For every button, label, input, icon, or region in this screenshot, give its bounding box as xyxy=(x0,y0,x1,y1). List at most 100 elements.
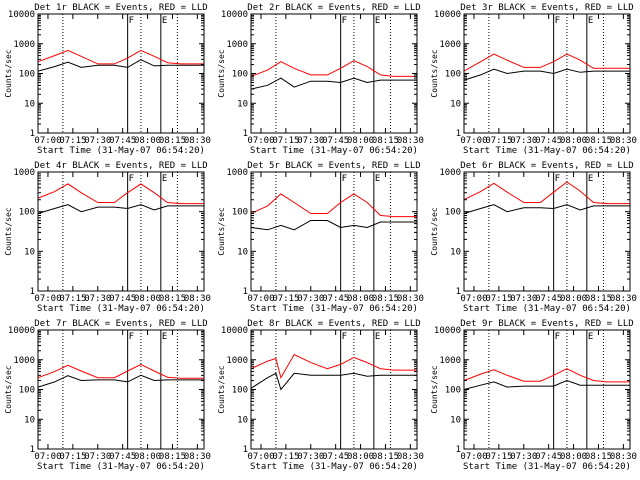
y-tick-label: 10000 xyxy=(221,326,248,336)
series-line-lld xyxy=(463,368,630,383)
y-axis-label: Counts/sec xyxy=(217,207,226,255)
y-axis-label: Counts/sec xyxy=(430,365,439,413)
event-marker-label: F xyxy=(129,16,134,26)
y-tick-label: 10 xyxy=(24,415,35,425)
series-line-lld xyxy=(250,193,417,218)
x-tick-label: 08:00 xyxy=(134,136,161,146)
y-axis-label: Counts/sec xyxy=(430,207,439,255)
event-marker-label: E xyxy=(162,174,167,184)
x-tick-label: 08:15 xyxy=(159,294,186,304)
y-tick-label: 1000 xyxy=(226,168,248,178)
panel-det-5: Det 5r BLACK = Events, RED = LLD F E 1 10 100… xyxy=(217,161,424,314)
x-tick-label: 07:15 xyxy=(485,452,512,462)
x-axis-label: Start Time (31-May-07 06:54:20) xyxy=(250,304,418,314)
x-axis-label: Start Time (31-May-07 06:54:20) xyxy=(250,462,418,472)
y-tick-label: 100 xyxy=(445,70,461,80)
panel-det-4: Det 4r BLACK = Events, RED = LLD F E 1 10 100… xyxy=(4,161,211,314)
x-tick-label: 07:45 xyxy=(322,294,349,304)
x-tick-label: 08:30 xyxy=(397,136,424,146)
series-line-lld xyxy=(37,183,204,205)
x-tick-label: 08:30 xyxy=(610,452,637,462)
panel-det-2: Det 2r BLACK = Events, RED = LLD F E 1 10 100… xyxy=(217,3,424,156)
x-tick-label: 08:00 xyxy=(134,294,161,304)
x-tick-label: 07:15 xyxy=(59,294,86,304)
series-line-events xyxy=(37,374,204,388)
y-tick-label: 1000 xyxy=(13,356,35,366)
event-marker-label: E xyxy=(588,174,593,184)
event-marker-label: F xyxy=(129,174,134,184)
x-tick-label: 07:00 xyxy=(247,136,274,146)
panel-det-8: Det 8r BLACK = Events, RED = LLD F E 1 10 100… xyxy=(217,319,424,472)
series-line-events xyxy=(463,204,630,214)
y-tick-label: 100 xyxy=(19,208,35,218)
event-marker-label: E xyxy=(162,332,167,342)
x-tick-label: 08:15 xyxy=(372,294,399,304)
plot-frame xyxy=(250,329,418,450)
x-tick-label: 07:00 xyxy=(460,294,487,304)
series-line-lld xyxy=(250,353,417,380)
x-tick-label: 07:15 xyxy=(485,136,512,146)
y-tick-label: 10000 xyxy=(8,10,35,20)
event-marker-label: F xyxy=(129,332,134,342)
x-axis-label: Start Time (31-May-07 06:54:20) xyxy=(250,146,418,156)
y-tick-label: 1 xyxy=(456,445,461,455)
y-tick-label: 1 xyxy=(243,287,248,297)
panel-det-7: Det 7r BLACK = Events, RED = LLD F E 1 10 100… xyxy=(4,319,211,472)
event-marker-label: F xyxy=(342,332,347,342)
x-tick-label: 07:15 xyxy=(272,452,299,462)
x-tick-label: 07:00 xyxy=(34,294,61,304)
series-line-lld xyxy=(37,363,204,379)
event-marker-label: E xyxy=(588,332,593,342)
event-marker-label: F xyxy=(555,16,560,26)
series-line-lld xyxy=(463,53,630,72)
panel-title: Det 5r BLACK = Events, RED = LLD xyxy=(247,161,420,171)
y-tick-label: 1 xyxy=(243,445,248,455)
x-tick-label: 07:45 xyxy=(322,452,349,462)
panel-det-9: Det 9r BLACK = Events, RED = LLD F E 1 10 100… xyxy=(430,319,637,472)
x-tick-label: 08:30 xyxy=(184,294,211,304)
x-tick-label: 08:15 xyxy=(585,136,612,146)
x-tick-label: 08:00 xyxy=(347,452,374,462)
y-axis-label: Counts/sec xyxy=(217,365,226,413)
y-tick-label: 1000 xyxy=(439,40,461,50)
event-marker-label: E xyxy=(588,16,593,26)
plot-frame xyxy=(463,13,631,134)
event-marker-label: F xyxy=(342,174,347,184)
panel-title: Det 2r BLACK = Events, RED = LLD xyxy=(247,3,420,13)
series-line-events xyxy=(250,220,417,231)
series-line-events xyxy=(37,204,204,214)
y-tick-label: 10000 xyxy=(8,326,35,336)
x-tick-label: 07:30 xyxy=(297,294,324,304)
panel-det-1: Det 1r BLACK = Events, RED = LLD F E 1 10 100… xyxy=(4,3,211,156)
x-tick-label: 07:30 xyxy=(510,136,537,146)
x-tick-label: 07:15 xyxy=(59,136,86,146)
y-axis-label: Counts/sec xyxy=(4,207,13,255)
x-axis-label: Start Time (31-May-07 06:54:20) xyxy=(463,304,631,314)
y-tick-label: 10 xyxy=(450,247,461,257)
x-tick-label: 07:00 xyxy=(34,136,61,146)
series-line-events xyxy=(37,59,204,72)
y-axis-label: Counts/sec xyxy=(430,49,439,97)
x-tick-label: 08:00 xyxy=(347,294,374,304)
y-tick-label: 10 xyxy=(450,99,461,109)
panel-det-6: Det 6r BLACK = Events, RED = LLD F E 1 10 100… xyxy=(430,161,637,314)
x-tick-label: 07:30 xyxy=(510,452,537,462)
x-tick-label: 08:15 xyxy=(372,452,399,462)
x-tick-label: 07:30 xyxy=(510,294,537,304)
y-tick-label: 100 xyxy=(232,70,248,80)
x-tick-label: 07:45 xyxy=(109,294,136,304)
y-tick-label: 1000 xyxy=(439,356,461,366)
series-line-lld xyxy=(250,60,417,77)
event-marker-label: E xyxy=(375,174,380,184)
x-tick-label: 07:00 xyxy=(460,452,487,462)
x-axis-label: Start Time (31-May-07 06:54:20) xyxy=(37,304,205,314)
series-line-lld xyxy=(463,181,630,205)
y-tick-label: 10 xyxy=(24,99,35,109)
plot-frame xyxy=(37,13,205,134)
x-tick-label: 08:30 xyxy=(610,294,637,304)
y-tick-label: 1000 xyxy=(439,168,461,178)
y-tick-label: 10000 xyxy=(434,326,461,336)
y-tick-label: 1 xyxy=(30,287,35,297)
x-tick-label: 07:15 xyxy=(272,294,299,304)
